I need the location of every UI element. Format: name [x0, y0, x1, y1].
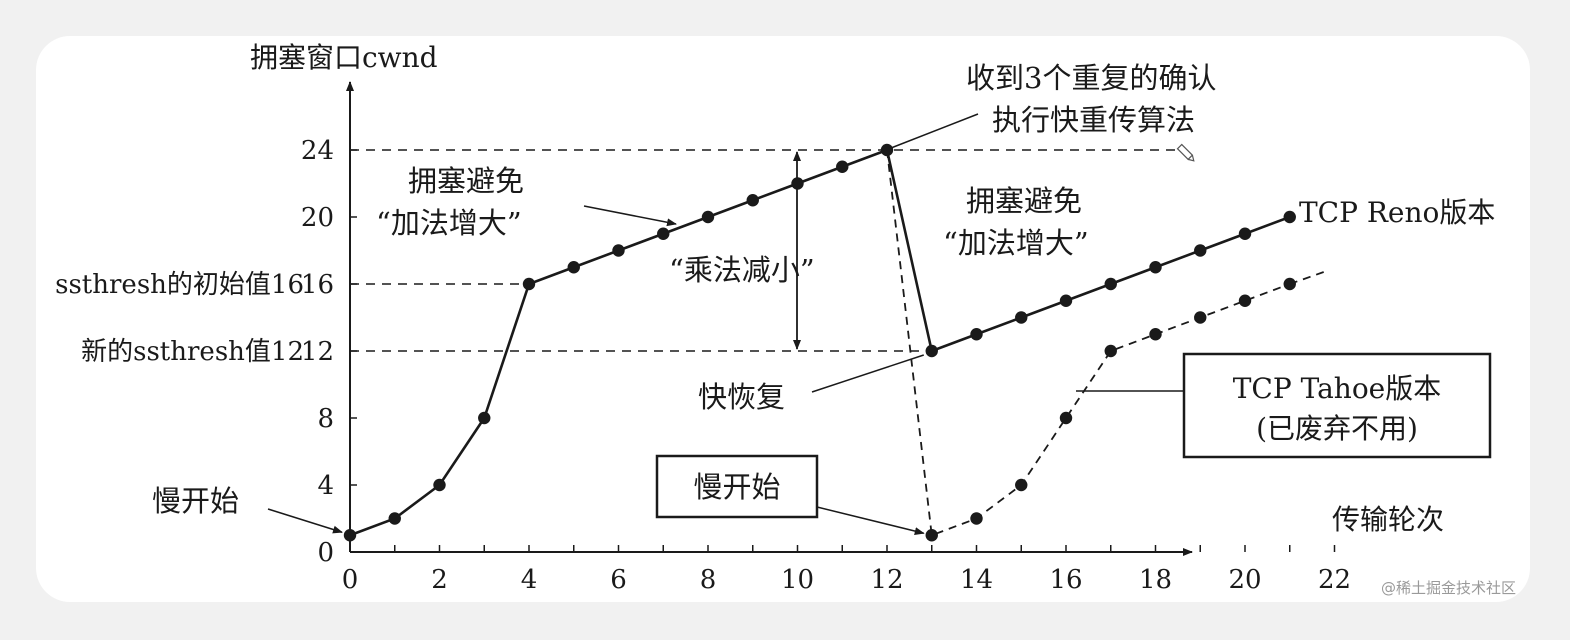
- additive-increase-label-2: “加法增大”: [943, 226, 1089, 260]
- data-point: [1149, 328, 1162, 341]
- data-point: [522, 277, 536, 291]
- data-point: [1194, 244, 1207, 257]
- data-point: [1015, 478, 1028, 492]
- congestion-avoidance-arrow: [583, 205, 677, 227]
- data-point: [612, 244, 625, 257]
- series-line-tahoe: [886, 149, 1291, 537]
- slow-start-box: [655, 454, 819, 519]
- series-line-reno: [349, 148, 1291, 537]
- chart-card: 0 2 4 6 8 10 12 14 16 18 20 22 0 4 8 12 16 20 24 拥塞窗口cwnd 传输…: [36, 36, 1530, 602]
- congestion-avoidance-label-2: 拥塞避免: [966, 184, 1082, 218]
- data-point: [925, 529, 938, 542]
- tahoe-box-sublabel: (已废弃不用): [1256, 412, 1418, 445]
- data-point: [1194, 311, 1207, 324]
- y-axis-label: 拥塞窗口cwnd: [250, 41, 438, 74]
- y-tick-label: 16: [301, 270, 334, 300]
- data-point: [1238, 294, 1252, 307]
- data-point: [1059, 294, 1073, 307]
- pen-icon-tip: [1187, 154, 1195, 162]
- data-point: [657, 227, 670, 240]
- reference-line-label: ssthresh的初始值16: [55, 270, 304, 300]
- fast-recovery-label: 快恢复: [698, 380, 785, 414]
- x-tick-label: 4: [521, 565, 538, 595]
- data-point: [433, 478, 446, 492]
- y-tick-label: 20: [301, 203, 334, 233]
- x-tick-label: 2: [431, 565, 448, 595]
- duplicate-ack-pointer: [890, 113, 979, 149]
- x-tick-label: 20: [1228, 565, 1261, 595]
- fast-recovery-pointer: [811, 354, 924, 393]
- data-point: [1104, 344, 1117, 358]
- x-tick-label: 6: [610, 565, 627, 595]
- data-point: [836, 160, 849, 173]
- x-tick-label: 0: [342, 565, 359, 595]
- x-tick-label: 14: [960, 565, 993, 595]
- tahoe-box-label: TCP Tahoe版本: [1233, 372, 1442, 405]
- data-point: [1015, 311, 1028, 324]
- duplicate-ack-label: 收到3个重复的确认: [966, 61, 1216, 95]
- data-point: [970, 328, 983, 341]
- y-tick-label: 4: [317, 471, 334, 501]
- slow-start-label: 慢开始: [152, 484, 239, 518]
- slow-start-box-arrow: [816, 506, 925, 535]
- x-tick-label: 8: [700, 565, 717, 595]
- x-tick-label: 16: [1049, 565, 1082, 595]
- data-point: [925, 344, 938, 358]
- data-point: [1059, 411, 1073, 425]
- tahoe-box: [1182, 352, 1492, 459]
- congestion-avoidance-label: 拥塞避免: [408, 164, 524, 198]
- x-tick-label: 12: [870, 565, 903, 595]
- x-axis-label: 传输轮次: [1332, 503, 1444, 536]
- data-point: [478, 411, 491, 425]
- data-point: [567, 261, 580, 274]
- pen-icon-body: [1176, 143, 1194, 161]
- reference-line-label: 新的ssthresh值12: [81, 337, 304, 367]
- data-point: [388, 512, 401, 525]
- x-tick-label: 22: [1318, 565, 1351, 595]
- data-point: [1149, 261, 1162, 274]
- pen-icon: [1176, 143, 1195, 162]
- y-tick-label: 8: [317, 404, 334, 434]
- data-point: [1238, 227, 1252, 240]
- watermark: @稀土掘金技术社区: [1380, 579, 1516, 597]
- additive-increase-label: “加法增大”: [376, 206, 522, 240]
- y-tick-label: 12: [301, 337, 334, 367]
- multiplicative-decrease-label: “乘法减小”: [669, 253, 815, 287]
- x-tick-label: 18: [1139, 565, 1172, 595]
- data-point: [701, 210, 715, 224]
- data-point: [970, 512, 983, 525]
- fast-retransmit-label: 执行快重传算法: [992, 103, 1195, 137]
- y-tick-label: 0: [317, 538, 334, 568]
- data-point: [1283, 210, 1296, 224]
- data-point: [746, 194, 759, 207]
- y-tick-label: 24: [301, 136, 334, 166]
- reno-series-label: TCP Reno版本: [1299, 196, 1495, 229]
- slow-start-box-label: 慢开始: [693, 470, 780, 504]
- slow-start-arrow: [267, 508, 343, 534]
- tahoe-trend-extension: [1289, 271, 1325, 285]
- x-tick-label: 10: [781, 565, 814, 595]
- congestion-window-chart: 0 2 4 6 8 10 12 14 16 18 20 2204812162024拥塞窗口cwnd传输…: [55, 41, 1495, 595]
- data-point: [343, 529, 357, 542]
- data-point: [1104, 277, 1117, 291]
